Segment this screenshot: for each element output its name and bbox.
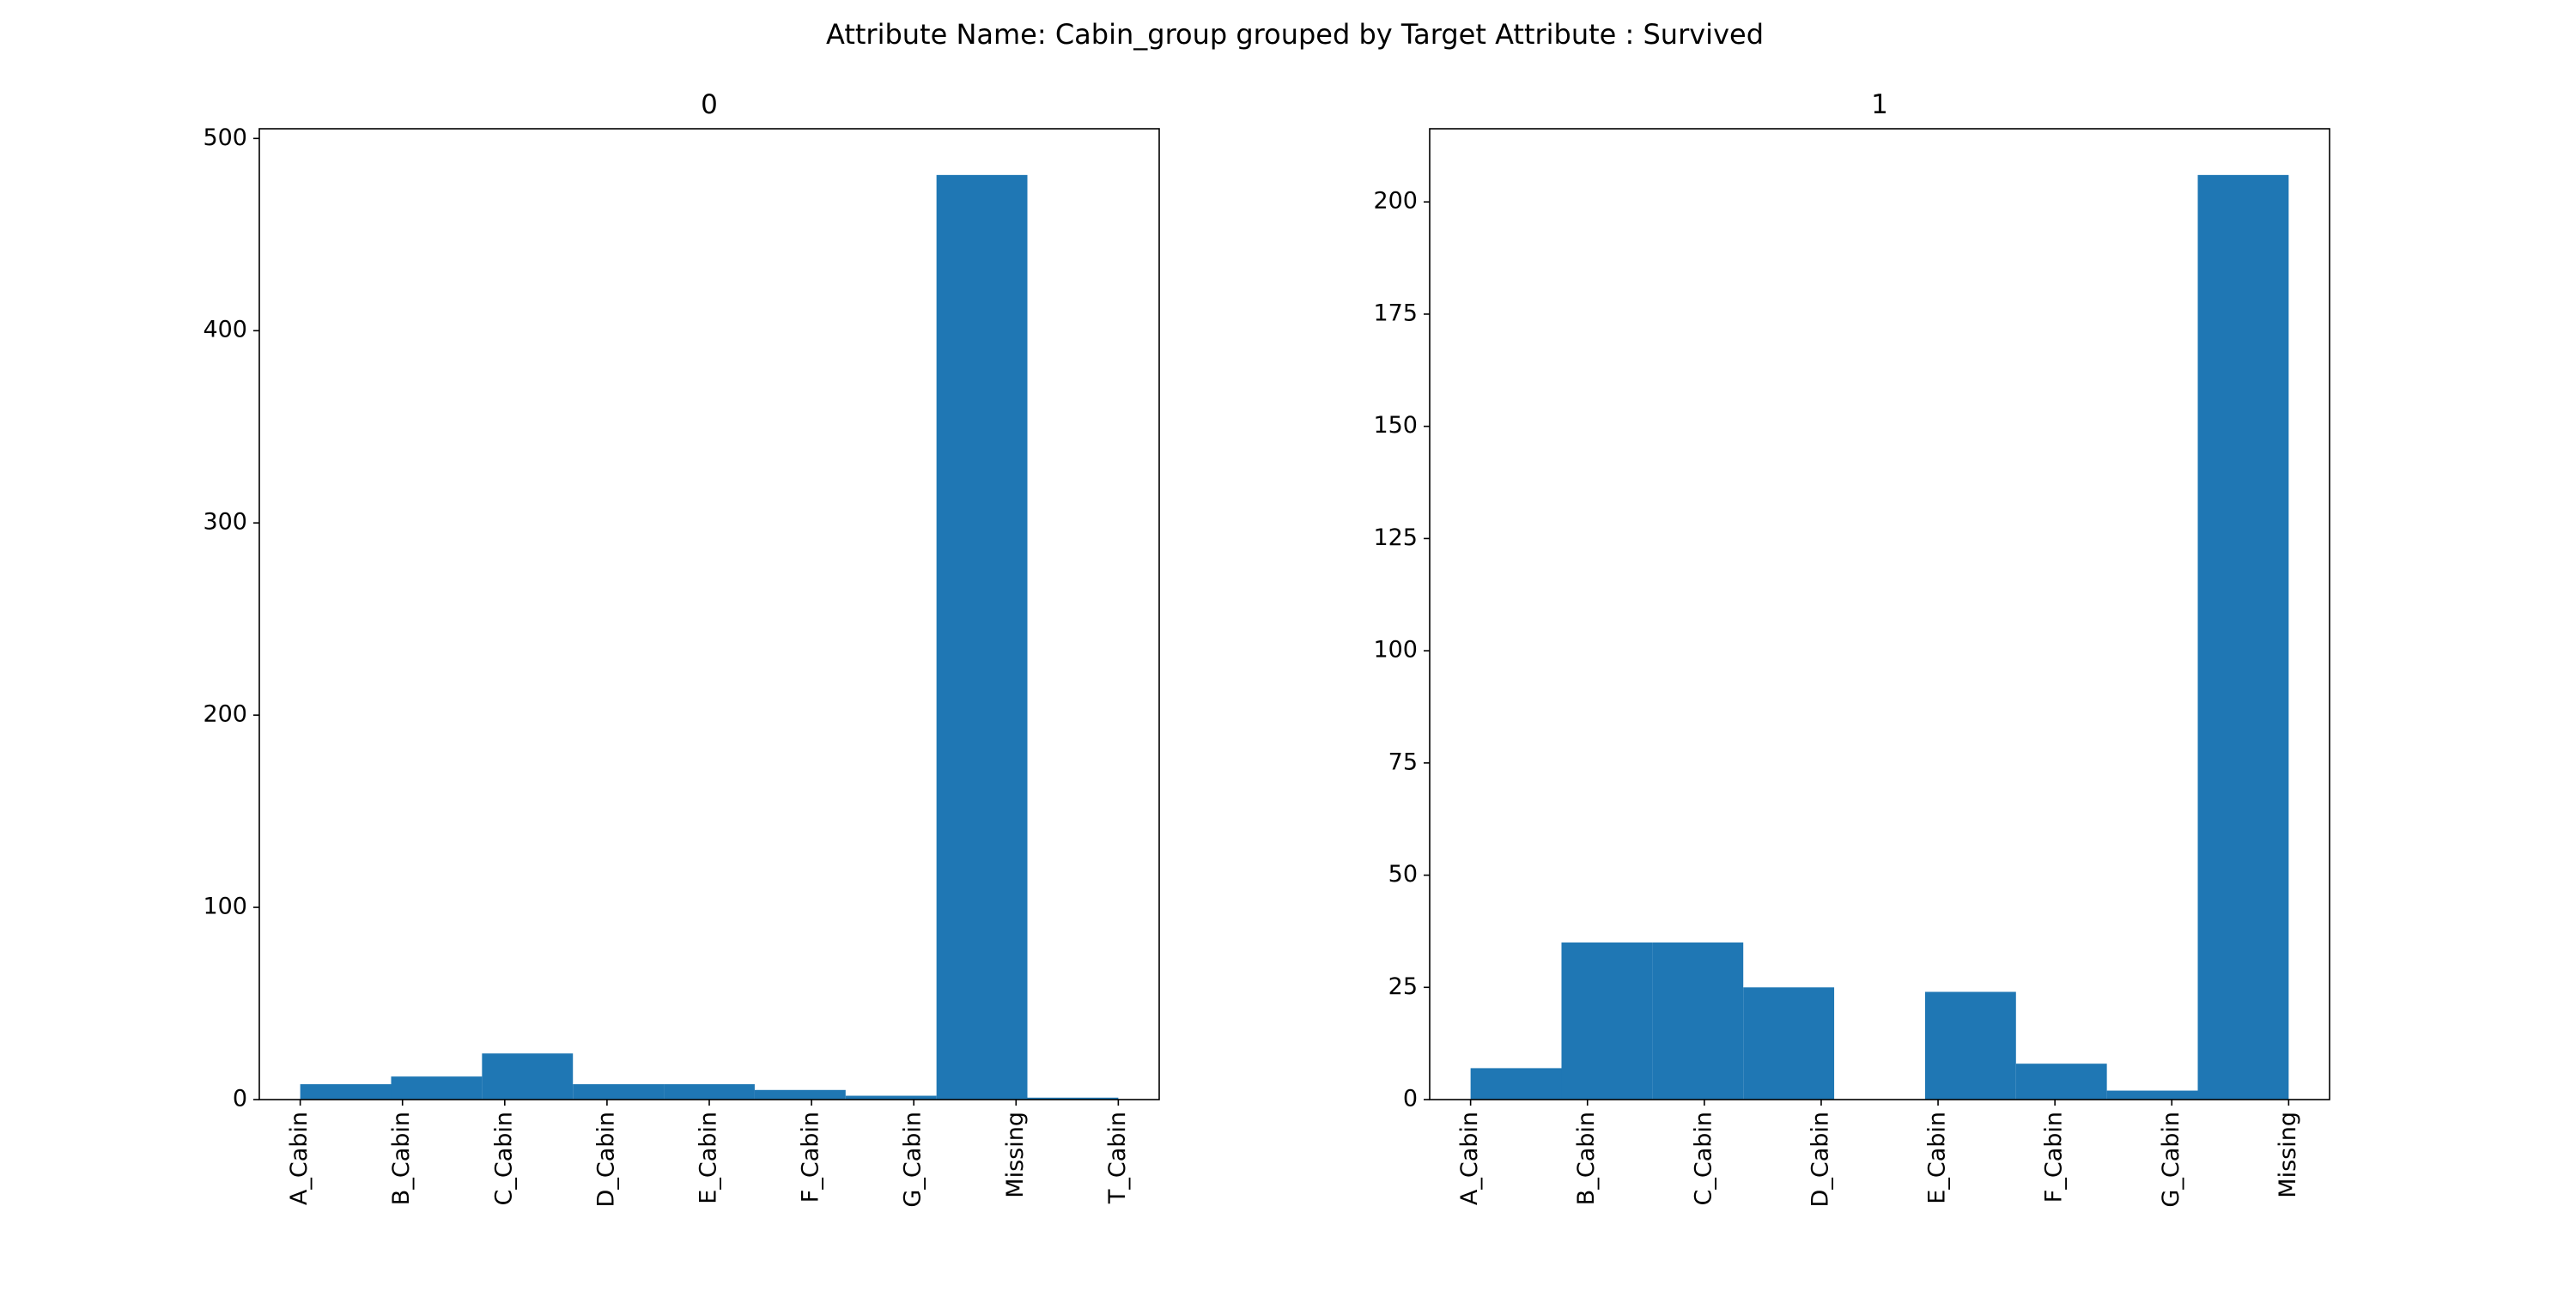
x-tick-label: F_Cabin [798, 1112, 824, 1203]
x-tick-label: E_Cabin [1924, 1112, 1951, 1204]
x-tick-label: T_Cabin [1104, 1112, 1131, 1204]
bar [1561, 942, 1653, 1100]
y-tick-label: 0 [233, 1086, 247, 1112]
x-tick-label: D_Cabin [592, 1112, 619, 1207]
axes-frame [258, 128, 1160, 1100]
y-tick-label: 0 [1403, 1086, 1418, 1112]
bar [573, 1084, 665, 1100]
y-tick-label: 150 [1373, 412, 1418, 439]
bar [1652, 942, 1744, 1100]
y-tick-label: 125 [1373, 524, 1418, 551]
x-tick-label: Missing [1002, 1112, 1029, 1198]
y-tick-label: 500 [203, 124, 247, 151]
subplot-title: 1 [1871, 89, 1888, 120]
bar [1027, 1097, 1119, 1100]
bar [845, 1095, 937, 1100]
y-tick-label: 200 [203, 701, 247, 728]
x-tick-label: Missing [2275, 1112, 2301, 1198]
figure-title: Attribute Name: Cabin_group grouped by T… [826, 18, 1764, 51]
subplot: 1 0 25 50 75 100 125 150 175 200 A_Cabin B_Cabin C_C… [1373, 89, 2330, 1208]
axes-frame [1429, 128, 2330, 1100]
x-tick-label: E_Cabin [696, 1112, 722, 1204]
y-tick-label: 75 [1388, 749, 1418, 775]
bar [2015, 1064, 2107, 1100]
y-tick-label: 175 [1373, 300, 1418, 326]
x-tick-label: G_Cabin [2158, 1112, 2184, 1208]
x-tick-label: A_Cabin [286, 1112, 313, 1205]
bar [1743, 987, 1835, 1100]
y-tick-label: 100 [1373, 637, 1418, 664]
y-tick-label: 300 [203, 509, 247, 536]
x-tick-label: B_Cabin [388, 1112, 415, 1205]
bar [482, 1053, 574, 1100]
bar [936, 174, 1028, 1100]
x-tick-label: D_Cabin [1807, 1112, 1833, 1207]
subplot: 0 0 100 200 300 400 500 A_Cabin B_Cabin C_Cabin D_… [203, 89, 1160, 1208]
x-tick-label: B_Cabin [1573, 1112, 1600, 1205]
x-tick-label: G_Cabin [900, 1112, 927, 1208]
y-tick-label: 50 [1388, 861, 1418, 888]
y-tick-label: 400 [203, 317, 247, 343]
x-tick-label: C_Cabin [490, 1112, 517, 1206]
x-tick-label: A_Cabin [1456, 1112, 1483, 1205]
bar [754, 1089, 846, 1100]
bar [2197, 174, 2289, 1100]
bar [2106, 1090, 2198, 1100]
subplot-title: 0 [701, 89, 718, 120]
bar [664, 1084, 755, 1100]
bar [1470, 1068, 1562, 1100]
y-tick-label: 100 [203, 894, 247, 920]
x-tick-label: F_Cabin [2041, 1112, 2068, 1203]
x-tick-label: C_Cabin [1690, 1112, 1716, 1206]
y-tick-label: 25 [1388, 973, 1418, 1000]
bar [1924, 991, 2016, 1100]
y-tick-label: 200 [1373, 188, 1418, 215]
bar [300, 1084, 392, 1100]
bar [391, 1076, 483, 1100]
